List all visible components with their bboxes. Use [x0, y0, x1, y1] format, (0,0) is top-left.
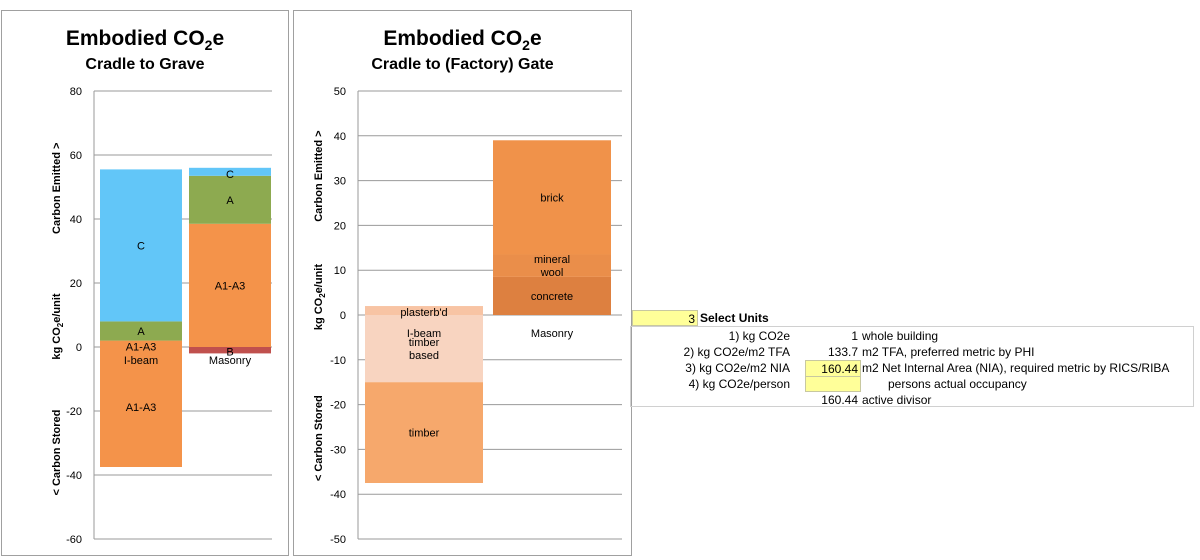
y-tick-label: -40 — [330, 489, 346, 501]
cradle-to-grave-chart-panel: Embodied CO2e Cradle to Grave -60 -40 -20 0 20… — [1, 10, 289, 556]
selected-unit-cell[interactable]: 3 — [632, 310, 698, 326]
bar-segment — [365, 306, 483, 315]
y-axis-label-unit: kg CO2e/unit — [51, 293, 65, 360]
y-tick-label: -20 — [330, 400, 346, 412]
cradle-to-gate-chart-panel: Embodied CO2e Cradle to (Factory) Gate -50… — [293, 10, 632, 556]
cradle-to-grave-chart: Embodied CO2e Cradle to Grave -60 -40 -20 0 20… — [51, 27, 272, 546]
bar-segment-label: A — [137, 326, 145, 338]
y-axis-label-emitted: Carbon Emitted > — [51, 143, 63, 234]
bar-segment — [100, 321, 182, 341]
y-axis-label-emitted: Carbon Emitted > — [313, 130, 325, 221]
y-tick-label: -30 — [330, 444, 346, 456]
y-tick-label: 40 — [334, 131, 346, 143]
bar-segment-label: B — [226, 346, 233, 358]
bar-segment — [100, 347, 182, 467]
x-category-label: Masonry — [531, 328, 574, 340]
bar-segment-label: A1-A3 — [126, 402, 157, 414]
y-tick-label: 80 — [70, 86, 82, 98]
unit-desc-2: m2 TFA, preferred metric by PHI — [862, 345, 1035, 359]
x-category-label: I-beam — [124, 355, 158, 367]
y-tick-label: -60 — [66, 534, 82, 546]
y-tick-label: 40 — [70, 214, 82, 226]
y-tick-label: 0 — [76, 342, 82, 354]
y-tick-label: 50 — [334, 86, 346, 98]
bar-segment — [189, 347, 271, 354]
bar-segment-label: mineral — [534, 254, 570, 266]
y-tick-label: -50 — [330, 534, 346, 546]
chart-title: Embodied CO2e — [383, 27, 541, 53]
bar-segment-label: plasterb'd — [400, 307, 447, 319]
bar-segment — [100, 169, 182, 322]
y-tick-label: 10 — [334, 265, 346, 277]
bar-segment — [100, 340, 182, 347]
unit-desc-3: m2 Net Internal Area (NIA), required met… — [862, 361, 1170, 375]
bar-segment-label: wool — [540, 267, 564, 279]
y-tick-label: 20 — [334, 220, 346, 232]
bar-segment-label: I-beam — [407, 328, 441, 340]
bar-segment — [365, 382, 483, 483]
unit-desc-1: whole building — [862, 329, 939, 343]
units-selector-panel: 3 Select Units 1) kg CO2e 1 whole buildi… — [630, 310, 1194, 407]
unit-value-1: 1 — [851, 329, 858, 343]
active-divisor-value: 160.44 — [821, 393, 858, 407]
unit-option-2: 2) kg CO2e/m2 TFA — [683, 345, 790, 359]
bar-segment-label: brick — [540, 192, 564, 204]
bar-segment-label: A1-A3 — [215, 280, 246, 292]
bar-segment-label: A1-A3 — [126, 342, 157, 354]
unit-option-4: 4) kg CO2e/person — [688, 377, 790, 391]
active-divisor-label: active divisor — [862, 393, 932, 407]
bar-segment — [493, 140, 611, 255]
bar-segment — [189, 167, 271, 176]
unit-option-3: 3) kg CO2e/m2 NIA — [685, 361, 790, 375]
y-tick-label: 0 — [340, 310, 346, 322]
y-tick-label: 30 — [334, 176, 346, 188]
bar-segment-label: timber — [409, 337, 440, 349]
bar-segment-label: C — [137, 240, 145, 252]
unit-value-2: 133.7 — [827, 345, 858, 359]
y-tick-label: -10 — [330, 355, 346, 367]
bar-segment — [189, 175, 271, 224]
bar-segment — [493, 254, 611, 277]
bar-segment-label: A — [226, 195, 234, 207]
y-tick-label: 60 — [70, 150, 82, 162]
bar-segment-label: concrete — [531, 291, 573, 303]
bar-segment — [189, 223, 271, 347]
y-axis-label-stored: < Carbon Stored — [313, 395, 325, 481]
chart-title: Embodied CO2e — [66, 27, 224, 53]
y-axis-label-unit: kg CO2e/unit — [313, 264, 327, 331]
x-category-label: Masonry — [209, 355, 252, 367]
bar-segment-label: C — [226, 169, 234, 181]
chart-subtitle: Cradle to (Factory) Gate — [371, 56, 553, 73]
bar-segment-label: based — [409, 350, 439, 362]
select-units-label: Select Units — [700, 311, 769, 325]
units-options-box — [630, 326, 1194, 407]
y-tick-label: -40 — [66, 470, 82, 482]
y-tick-label: -20 — [66, 406, 82, 418]
unit-option-1: 1) kg CO2e — [728, 329, 790, 343]
bar-segment-label: timber — [409, 428, 440, 440]
unit-desc-4: persons actual occupancy — [888, 377, 1027, 391]
cradle-to-gate-chart: Embodied CO2e Cradle to (Factory) Gate -50… — [313, 27, 622, 546]
y-tick-label: 20 — [70, 278, 82, 290]
unit-value-4-input[interactable] — [805, 376, 861, 392]
y-axis-label-stored: < Carbon Stored — [51, 410, 63, 496]
bar-segment — [493, 276, 611, 315]
bar-segment — [365, 315, 483, 383]
chart-subtitle: Cradle to Grave — [85, 56, 204, 73]
